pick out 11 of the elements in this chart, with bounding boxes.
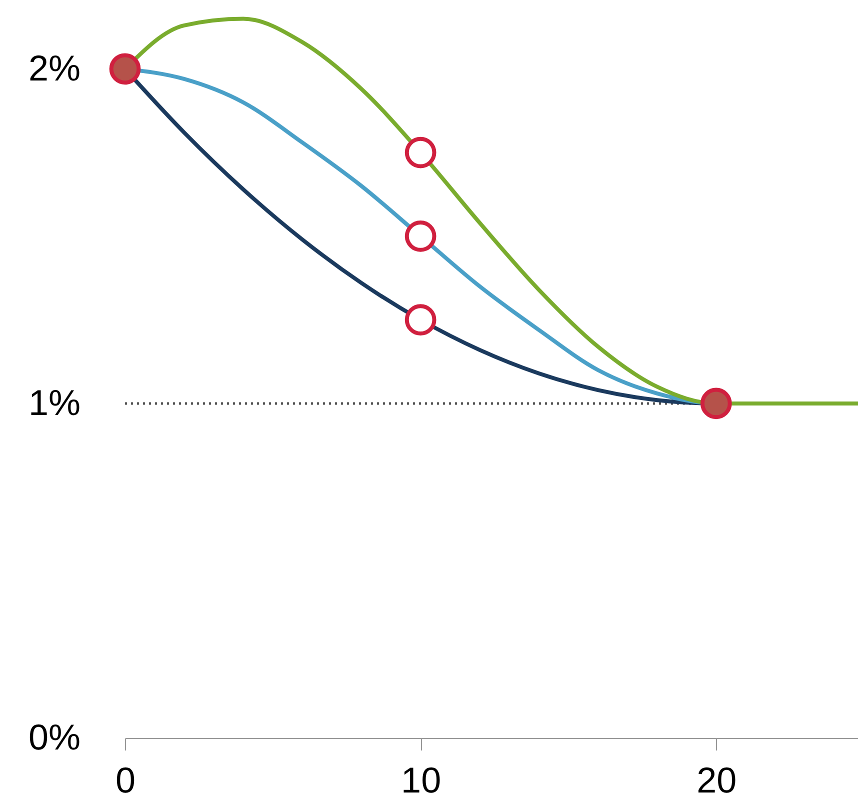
x-tick-label: 20: [696, 760, 737, 800]
x-tick-label: 10: [401, 760, 442, 800]
y-tick-label: 1%: [28, 382, 80, 423]
y-tick-label: 0%: [28, 716, 80, 758]
point: [404, 304, 436, 336]
point: [404, 220, 436, 252]
x-tick-label: 0: [115, 760, 136, 800]
y-tick-label: 2%: [28, 47, 80, 88]
point: [700, 388, 732, 420]
point: [109, 53, 141, 85]
point: [404, 136, 436, 168]
